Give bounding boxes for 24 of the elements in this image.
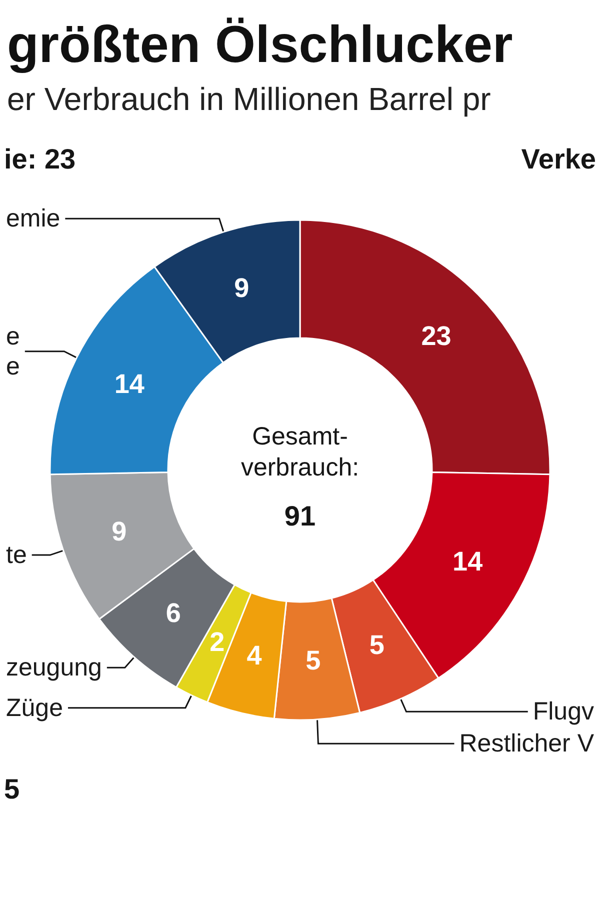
slice-label: emie xyxy=(6,204,60,233)
data-label: 5 xyxy=(306,646,321,676)
slice-label: te xyxy=(6,541,27,570)
text: 5 xyxy=(4,774,20,804)
data-label: 4 xyxy=(246,640,262,670)
text: Verke xyxy=(521,144,596,174)
data-label: 23 xyxy=(421,321,452,352)
slice-label: Züge xyxy=(6,694,63,722)
slice-label: Flugv xyxy=(532,698,594,726)
chart-subtitle: er Verbrauch in Millionen Barrel pr xyxy=(7,81,492,117)
slice-label: e e xyxy=(6,322,20,380)
slice-label: Restlicher V xyxy=(459,730,594,758)
data-label: 9 xyxy=(234,273,250,304)
data-label: 14 xyxy=(452,546,483,577)
data-label: 9 xyxy=(112,516,127,547)
data-label: 2 xyxy=(210,627,225,658)
data-label: 6 xyxy=(166,598,181,628)
data-label: 14 xyxy=(114,369,144,400)
text: ie: 23 xyxy=(4,144,76,174)
chart-title: größten Ölschlucker xyxy=(7,16,513,74)
text: 91 xyxy=(284,500,316,532)
text: Gesamt- verbrauch: xyxy=(240,422,360,482)
data-label: 5 xyxy=(369,630,384,660)
slice-label: zeugung xyxy=(6,654,102,682)
